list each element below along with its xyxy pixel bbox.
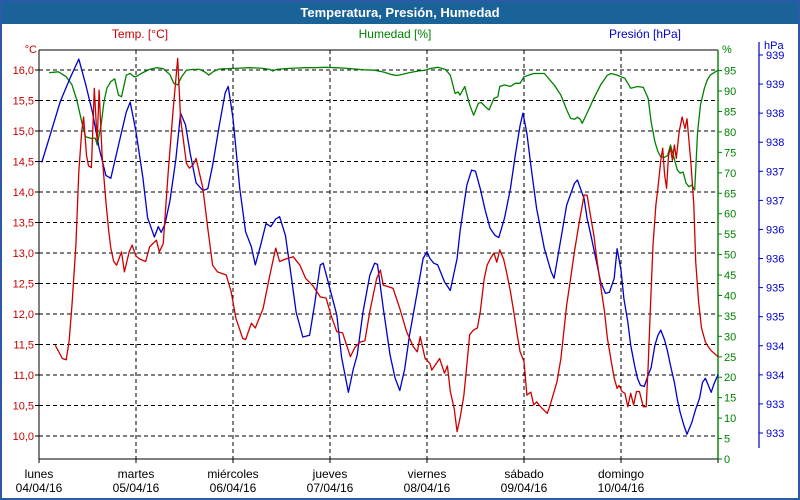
humidity-tick-label: 80: [724, 127, 736, 139]
pressure-tick-label: 933: [766, 399, 784, 411]
day-name-label: viernes: [408, 467, 447, 481]
day-date-label: 08/04/16: [404, 481, 451, 495]
humidity-tick-label: 5: [724, 434, 730, 446]
humidity-tick-label: 70: [724, 168, 736, 180]
humidity-line: [49, 66, 719, 191]
humidity-tick-label: 20: [724, 372, 736, 384]
title-bar: Temperatura, Presión, Humedad: [2, 2, 798, 24]
humidity-tick-label: 65: [724, 188, 736, 200]
temp-tick-label: 13,0: [13, 248, 34, 260]
temp-tick-label: 11,5: [13, 340, 34, 352]
legend-label-1: Humedad [%]: [359, 27, 432, 41]
temp-tick-label: 15,5: [13, 96, 34, 108]
day-name-label: miércoles: [207, 467, 258, 481]
temp-tick-label: 11,0: [13, 370, 34, 382]
temp-tick-label: 16,0: [13, 65, 34, 77]
humidity-tick-label: 60: [724, 209, 736, 221]
temp-tick-label: 14,0: [13, 187, 34, 199]
humidity-tick-label: 0: [724, 454, 730, 466]
humidity-tick-label: 40: [724, 290, 736, 302]
temp-tick-label: 13,5: [13, 218, 34, 230]
temp-tick-label: 12,5: [13, 279, 34, 291]
day-name-label: jueves: [312, 467, 348, 481]
temp-tick-label: 12,0: [13, 309, 34, 321]
pressure-tick-label: 935: [766, 283, 784, 295]
humidity-tick-label: 95: [724, 66, 736, 78]
pressure-tick-label: 937: [766, 166, 784, 178]
pressure-tick-label: 936: [766, 224, 784, 236]
temp-tick-label: 15,0: [13, 126, 34, 138]
day-name-label: martes: [118, 467, 155, 481]
pressure-tick-label: 938: [766, 108, 784, 120]
window-title: Temperatura, Presión, Humedad: [300, 5, 500, 20]
pressure-tick-label: 933: [766, 428, 784, 440]
humidity-unit-label: %: [722, 44, 732, 56]
humidity-tick-label: 85: [724, 106, 736, 118]
temperature-line: [54, 57, 719, 433]
pressure-tick-label: 936: [766, 254, 784, 266]
temp-tick-label: 14,5: [13, 157, 34, 169]
day-date-label: 05/04/16: [113, 481, 160, 495]
pressure-tick-label: 939: [766, 79, 784, 91]
humidity-tick-label: 90: [724, 86, 736, 98]
weather-chart: 16,0 15,5 15,0 14,5 14,0 13,5 13,0 12,5 12,0 11,5…: [13, 27, 785, 495]
humidity-tick-label: 10: [724, 413, 736, 425]
pressure-tick-label: 939: [766, 50, 784, 62]
day-date-label: 06/04/16: [210, 481, 257, 495]
pressure-tick-label: 938: [766, 137, 784, 149]
pressure-tick-label: 935: [766, 312, 784, 324]
humidity-tick-label: 30: [724, 331, 736, 343]
day-date-label: 04/04/16: [16, 481, 63, 495]
day-date-label: 09/04/16: [501, 481, 548, 495]
day-name-label: domingo: [598, 467, 644, 481]
humidity-tick-label: 75: [724, 147, 736, 159]
pressure-tick-label: 934: [766, 341, 784, 353]
legend-label-2: Presión [hPa]: [609, 27, 681, 41]
humidity-tick-label: 45: [724, 270, 736, 282]
humidity-tick-label: 35: [724, 311, 736, 323]
day-name-label: lunes: [25, 467, 54, 481]
humidity-tick-label: 50: [724, 250, 736, 262]
day-date-label: 07/04/16: [307, 481, 354, 495]
humidity-tick-label: 25: [724, 352, 736, 364]
pressure-tick-label: 937: [766, 195, 784, 207]
pressure-line: [41, 58, 719, 435]
pressure-tick-label: 934: [766, 370, 784, 382]
temp-tick-label: 10,0: [13, 431, 34, 443]
day-date-label: 10/04/16: [598, 481, 645, 495]
pressure-unit-label: hPa: [764, 40, 784, 52]
temp-tick-label: 10,5: [13, 401, 34, 413]
day-name-label: sábado: [504, 467, 544, 481]
temperature-unit-label: °C: [25, 44, 37, 56]
legend-label-0: Temp. [°C]: [112, 27, 168, 41]
humidity-tick-label: 55: [724, 229, 736, 241]
humidity-tick-label: 15: [724, 393, 736, 405]
